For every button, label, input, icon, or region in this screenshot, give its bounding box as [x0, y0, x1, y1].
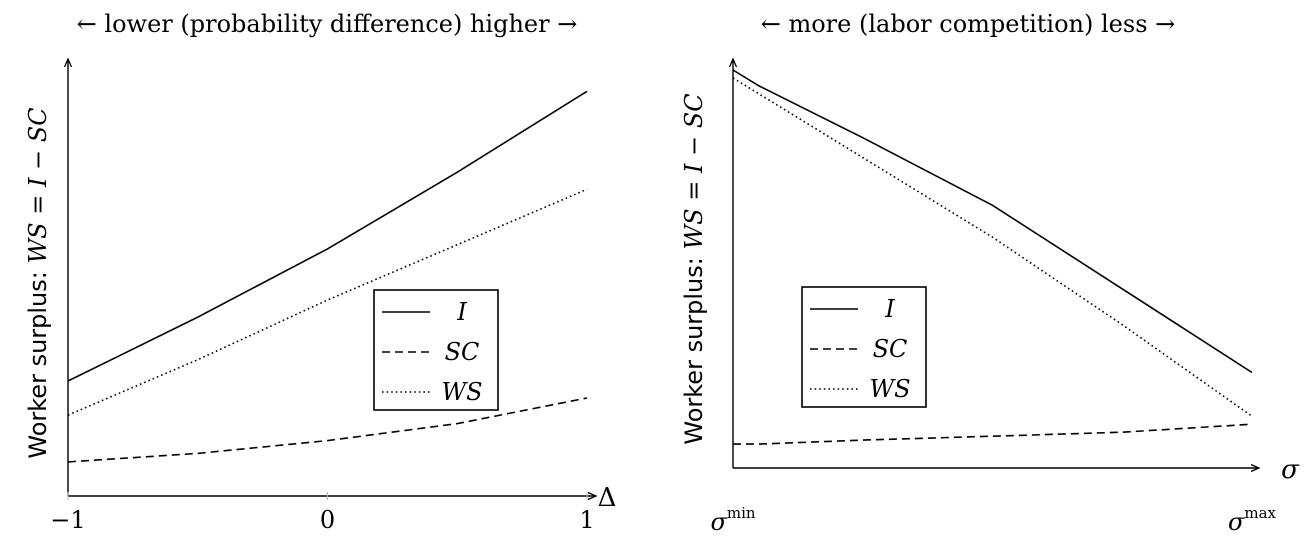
- x-axis-label: Δ: [598, 483, 617, 513]
- series-line-sc: [67, 397, 588, 463]
- x-tick-label: 1: [579, 506, 594, 534]
- series-line-i: [732, 69, 1253, 374]
- x-axis-label: σ: [1281, 455, 1300, 485]
- chart-title: ← lower (probability difference) higher …: [77, 10, 578, 38]
- legend-label-ws: WS: [441, 378, 482, 406]
- chart-title: ← more (labor competition) less →: [761, 10, 1176, 38]
- legend-label-i: I: [884, 295, 895, 323]
- legend-label-sc: SC: [445, 338, 480, 366]
- series-line-sc: [733, 423, 1253, 445]
- legend-box: [373, 289, 499, 411]
- chart-panel-2: ← more (labor competition) less → Worker …: [680, 10, 1300, 536]
- y-axis-label: Worker surplus: WS = I − SC: [680, 93, 708, 444]
- legend-box: [801, 286, 927, 408]
- legend-label-ws: WS: [869, 375, 910, 403]
- legend-label-sc: SC: [873, 335, 908, 363]
- series-line-ws: [67, 188, 588, 416]
- x-tick-label: σmin: [710, 504, 755, 536]
- chart-panel-1: ← lower (probability difference) higher …: [24, 10, 616, 534]
- series-line-i: [67, 90, 588, 382]
- legend-label-i: I: [456, 298, 467, 326]
- x-tick-label: 0: [320, 506, 335, 534]
- x-tick-label: σmax: [1228, 504, 1277, 536]
- y-axis-label: Worker surplus: WS = I − SC: [24, 107, 52, 458]
- legend: I SC WS: [801, 286, 927, 408]
- legend: I SC WS: [373, 289, 499, 411]
- x-tick-label: −1: [50, 506, 85, 534]
